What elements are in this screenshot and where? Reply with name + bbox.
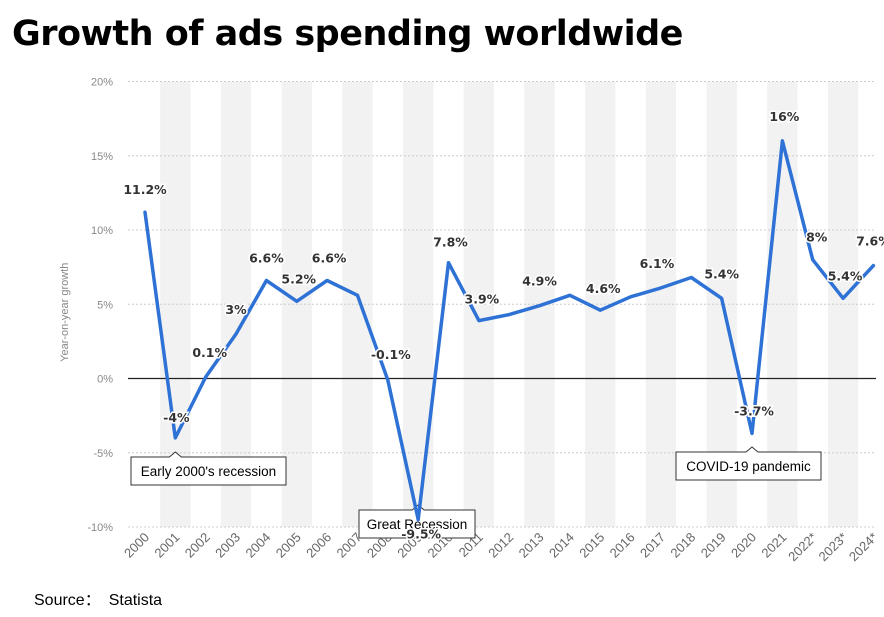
data-label: 6.6% xyxy=(249,250,284,265)
x-tick-label: 2012 xyxy=(485,530,516,561)
x-tick-label: 2014 xyxy=(546,530,577,561)
data-point xyxy=(416,518,420,522)
x-tick-label: 2021 xyxy=(758,530,789,561)
annotation-box xyxy=(675,446,822,481)
data-point xyxy=(507,313,511,317)
data-label: 8% xyxy=(806,230,828,245)
y-tick-label: 20% xyxy=(91,77,113,89)
x-tick-label: 2013 xyxy=(516,530,547,561)
x-tick-label: 2024* xyxy=(846,530,881,565)
x-tick-label: 2017 xyxy=(637,530,668,561)
data-point xyxy=(750,431,754,435)
data-point xyxy=(386,378,390,382)
x-tick-label: 2023* xyxy=(816,530,851,565)
annotation-label: Early 2000's recession xyxy=(141,464,276,479)
data-point xyxy=(841,296,845,300)
chart-title: Growth of ads spending worldwide xyxy=(12,14,683,54)
data-label: 0.1% xyxy=(192,345,227,360)
data-point xyxy=(264,278,268,282)
data-point xyxy=(234,332,238,336)
data-point xyxy=(871,264,875,268)
data-label: 6.6% xyxy=(312,250,347,265)
y-axis-label: Year-on-year growth xyxy=(59,263,71,362)
y-tick-label: 0% xyxy=(97,374,113,386)
annotation-label: Great Recession xyxy=(367,517,468,532)
data-point xyxy=(538,304,542,308)
x-tick-label: 2002 xyxy=(182,530,213,561)
data-point xyxy=(811,258,815,262)
y-tick-label: -5% xyxy=(93,448,113,460)
data-point xyxy=(355,293,359,297)
annotation-box xyxy=(130,451,287,486)
x-tick-label: 2000 xyxy=(121,530,152,561)
data-label: 16% xyxy=(769,109,799,124)
data-point xyxy=(720,296,724,300)
x-tick-label: 2005 xyxy=(273,530,304,561)
data-point xyxy=(325,278,329,282)
x-tick-label: 2018 xyxy=(667,530,698,561)
data-label: -9.5% xyxy=(401,527,441,542)
x-tick-label: 2015 xyxy=(576,530,607,561)
x-tick-label: 2020 xyxy=(728,530,759,561)
data-label: 3.9% xyxy=(465,292,500,307)
data-point xyxy=(204,375,208,379)
x-tick-label: 2003 xyxy=(212,530,243,561)
source-note: Source： Statista xyxy=(34,586,162,610)
data-point xyxy=(568,293,572,297)
source-label: Source： xyxy=(34,592,101,609)
x-tick-label: 2022* xyxy=(785,530,820,565)
y-tick-label: 10% xyxy=(91,225,113,237)
annotation-label: COVID-19 pandemic xyxy=(686,459,811,474)
y-tick-label: -10% xyxy=(87,522,113,534)
x-tick-label: 2016 xyxy=(607,530,638,561)
data-label: 11.2% xyxy=(123,182,167,197)
y-tick-label: 15% xyxy=(91,151,113,163)
data-label: 5.4% xyxy=(704,266,739,281)
data-label: 6.1% xyxy=(640,256,675,271)
annotation-box xyxy=(358,504,476,539)
data-label: 5.2% xyxy=(281,271,316,286)
data-label: 4.9% xyxy=(522,274,557,289)
data-point xyxy=(780,139,784,143)
data-point xyxy=(598,308,602,312)
x-tick-label: 2019 xyxy=(698,530,729,561)
data-label: 3% xyxy=(225,302,247,317)
data-label: -0.1% xyxy=(371,347,411,362)
data-point xyxy=(689,276,693,280)
data-label: 7.6% xyxy=(856,234,884,249)
x-tick-label: 2001 xyxy=(151,530,182,561)
data-label: -4% xyxy=(163,410,190,425)
data-point xyxy=(477,319,481,323)
data-label: -3.7% xyxy=(734,403,774,418)
data-label: 5.4% xyxy=(828,268,863,283)
y-tick-label: 5% xyxy=(97,299,113,311)
data-point xyxy=(629,295,633,299)
x-tick-label: 2006 xyxy=(303,530,334,561)
data-point xyxy=(295,299,299,303)
source-value: Statista xyxy=(108,592,163,609)
data-point xyxy=(143,210,147,214)
data-label: 4.6% xyxy=(586,281,621,296)
data-point xyxy=(447,261,450,265)
data-label: 7.8% xyxy=(433,235,468,250)
x-tick-label: 2004 xyxy=(242,530,273,561)
data-point xyxy=(659,286,663,290)
data-point xyxy=(173,436,177,440)
